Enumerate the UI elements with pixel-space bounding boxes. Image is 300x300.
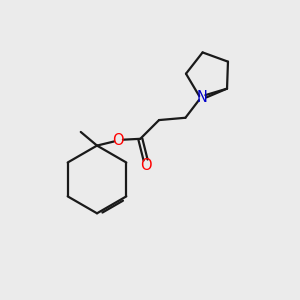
Text: O: O — [112, 133, 124, 148]
Text: N: N — [197, 90, 208, 105]
Text: O: O — [140, 158, 152, 172]
